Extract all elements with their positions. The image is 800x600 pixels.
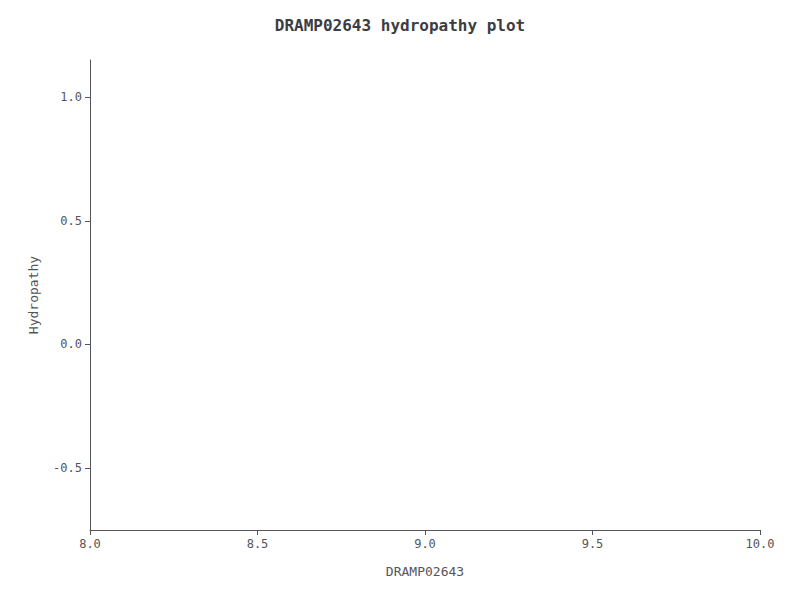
svg-text:9.5: 9.5: [582, 537, 604, 551]
svg-text:10.0: 10.0: [746, 537, 775, 551]
svg-text:8.5: 8.5: [247, 537, 269, 551]
svg-text:0.0: 0.0: [60, 337, 82, 351]
svg-text:Hydropathy: Hydropathy: [26, 256, 41, 334]
svg-text:DRAMP02643: DRAMP02643: [386, 564, 464, 579]
svg-text:1.0: 1.0: [60, 90, 82, 104]
svg-text:9.0: 9.0: [414, 537, 436, 551]
svg-text:DRAMP02643 hydropathy plot: DRAMP02643 hydropathy plot: [275, 16, 525, 35]
svg-text:-0.5: -0.5: [53, 461, 82, 475]
svg-text:8.0: 8.0: [79, 537, 101, 551]
svg-text:0.5: 0.5: [60, 214, 82, 228]
